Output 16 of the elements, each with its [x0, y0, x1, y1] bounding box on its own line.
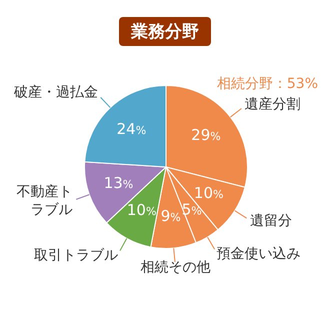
- data-label: 29%: [191, 126, 221, 144]
- slice-label: 預金使い込み: [216, 246, 301, 262]
- data-label: 24%: [116, 120, 146, 138]
- text: 相続分野：53%: [216, 75, 318, 93]
- data-label: 13%: [104, 174, 134, 192]
- slice-label: 遺産分割: [244, 96, 301, 112]
- chart-title: 業務分野: [119, 17, 211, 46]
- slice-label: 遺留分: [250, 213, 292, 230]
- slice-label: 取引トラブル: [34, 248, 118, 264]
- data-label: 10%: [194, 184, 224, 202]
- slice-label: 破産・過払金: [12, 84, 98, 101]
- data-label: 10%: [126, 201, 156, 220]
- slice-label: 不動産トラブル: [16, 184, 72, 218]
- slice-label: 相続その他: [140, 260, 210, 276]
- data-label: 9%: [160, 207, 181, 226]
- data-label: 5%: [182, 200, 202, 218]
